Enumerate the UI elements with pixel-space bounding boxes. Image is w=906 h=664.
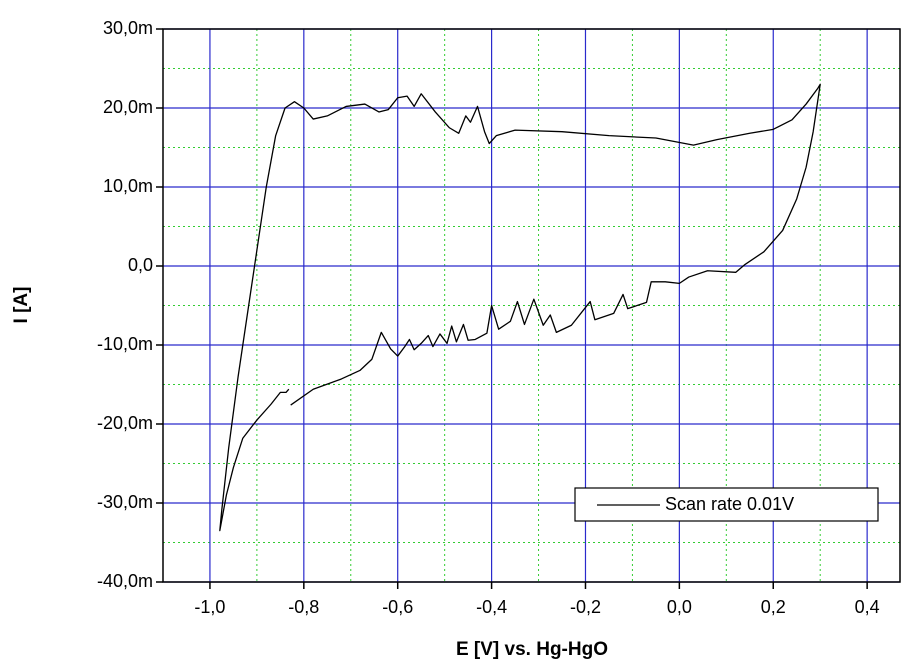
x-tick-label: -1,0 bbox=[194, 597, 225, 617]
x-tick-label: -0,2 bbox=[570, 597, 601, 617]
plot bbox=[219, 83, 821, 532]
y-tick-label: 10,0m bbox=[103, 176, 153, 196]
x-axis-title: E [V] vs. Hg-HgO bbox=[456, 639, 608, 660]
y-tick-label: 20,0m bbox=[103, 97, 153, 117]
x-tick-label: 0,0 bbox=[667, 597, 692, 617]
legend-label: Scan rate 0.01V bbox=[665, 494, 794, 514]
y-axis-title: I [A] bbox=[11, 287, 32, 324]
data-line bbox=[219, 83, 821, 532]
y-tick-label: 0,0 bbox=[128, 255, 153, 275]
plot-frame bbox=[162, 28, 901, 583]
y-tick-label: -10,0m bbox=[97, 334, 153, 354]
x-tick-label: -0,8 bbox=[288, 597, 319, 617]
x-tick-label: -0,4 bbox=[476, 597, 507, 617]
x-tick-label: 0,4 bbox=[855, 597, 880, 617]
x-tick-label: 0,2 bbox=[761, 597, 786, 617]
x-tick-label: -0,6 bbox=[382, 597, 413, 617]
y-tick-label: 30,0m bbox=[103, 18, 153, 38]
y-tick-label: -20,0m bbox=[97, 413, 153, 433]
y-tick-label: -30,0m bbox=[97, 492, 153, 512]
y-tick-label: -40,0m bbox=[97, 571, 153, 591]
